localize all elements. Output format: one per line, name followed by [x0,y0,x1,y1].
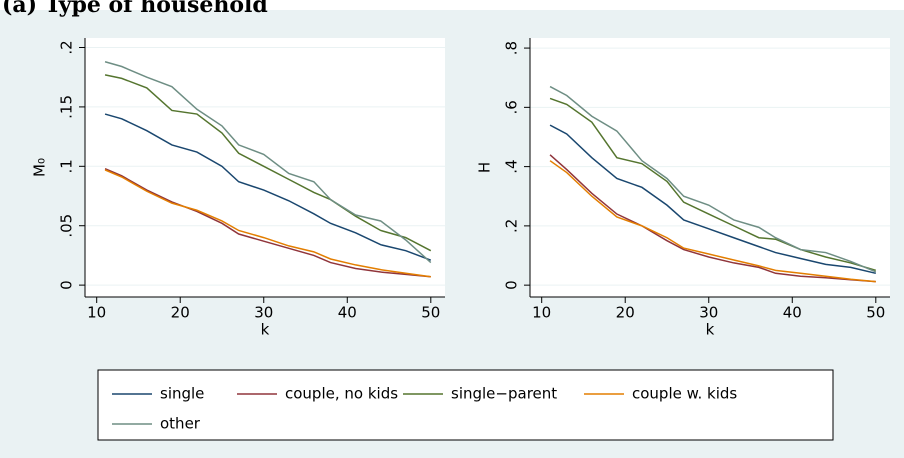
y-tick-label: .4 [503,159,521,173]
x-tick-label: 30 [699,304,718,322]
y-tick-label: 0 [503,280,521,290]
legend-label: couple w. kids [632,385,737,403]
line [104,169,431,278]
y-tick-label: .8 [503,41,521,55]
y-tick-label: .15 [58,95,76,119]
y-tick-label: .2 [58,40,76,54]
legend-label: other [160,415,201,433]
x-axis-label: k [261,321,270,339]
line [549,97,877,272]
line [549,160,876,283]
x-tick-label: 50 [421,304,440,322]
y-tick-label: .2 [503,219,521,233]
plot-area [530,38,890,297]
line [104,61,432,264]
y-tick-label: .6 [503,100,521,114]
line [104,74,432,252]
x-tick-label: 40 [783,304,802,322]
x-tick-label: 10 [532,304,551,322]
y-axis-label: M₀ [31,158,49,177]
y-axis-label: H [476,162,494,173]
chart-title: (a) Type of household [2,0,268,18]
legend-box [97,369,834,441]
x-tick-label: 50 [866,304,885,322]
x-axis-label: k [706,321,715,339]
x-tick-label: 20 [171,304,190,322]
line [549,124,876,275]
line [549,85,877,273]
x-tick-label: 30 [254,304,273,322]
y-tick-label: .1 [58,159,76,173]
y-tick-label: 0 [58,280,76,290]
line [104,167,431,278]
legend-label: single−parent [451,385,557,403]
x-tick-label: 40 [338,304,357,322]
line [549,154,876,283]
y-tick-label: .05 [58,214,76,238]
x-tick-label: 10 [87,304,106,322]
x-tick-label: 20 [616,304,635,322]
line [104,113,432,261]
legend-label: couple, no kids [285,385,398,403]
legend-label: single [160,385,204,403]
